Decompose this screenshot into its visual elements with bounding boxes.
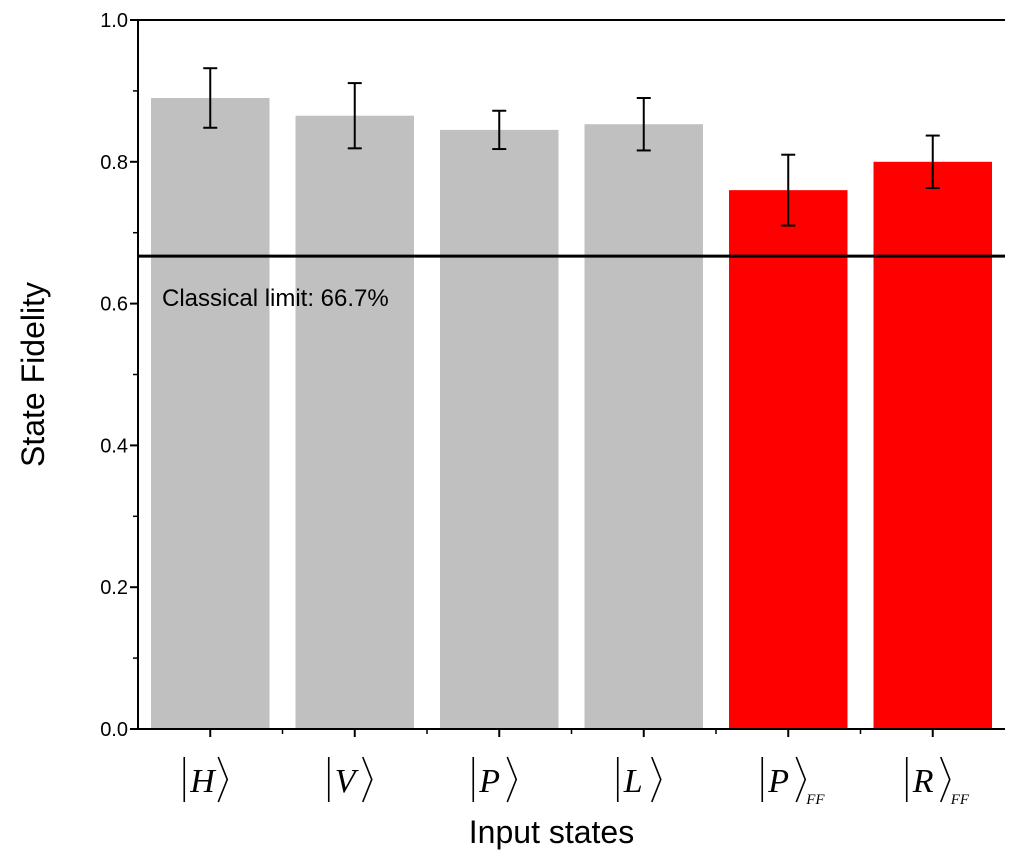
bar-4 bbox=[584, 124, 703, 729]
x-category-label-2: V bbox=[327, 756, 373, 803]
x-category-label-1: H bbox=[183, 756, 229, 803]
y-tick-label: 0.4 bbox=[100, 435, 128, 457]
ket-subscript: FF bbox=[805, 792, 825, 808]
error-bar-2 bbox=[347, 82, 362, 150]
error-bar-6 bbox=[925, 134, 940, 190]
ket-angle bbox=[217, 756, 229, 803]
y-axis-title: State Fidelity bbox=[15, 282, 51, 467]
x-category-label-5: P FF bbox=[761, 756, 825, 808]
y-tick-label: 0.6 bbox=[100, 294, 128, 316]
ket-angle bbox=[362, 756, 373, 803]
error-bar-3 bbox=[492, 109, 507, 151]
ket-letter: L bbox=[623, 763, 643, 800]
error-bars-layer bbox=[203, 67, 940, 227]
ket-angle bbox=[795, 756, 807, 803]
ket-letter: R bbox=[912, 763, 934, 800]
bars-layer bbox=[151, 97, 992, 730]
ket-letter: P bbox=[767, 763, 789, 800]
ket-letter: H bbox=[189, 763, 217, 800]
x-category-label-3: P bbox=[472, 756, 518, 803]
x-category-labels: H V P L P FF R FF bbox=[183, 756, 970, 808]
bar-2 bbox=[295, 115, 414, 730]
x-category-label-6: R FF bbox=[905, 756, 970, 808]
bar-6 bbox=[873, 161, 992, 730]
x-category-label-4: L bbox=[616, 756, 662, 803]
bar-5 bbox=[729, 190, 848, 729]
y-ticks-layer: 0.0 0.2 0.4 0.6 0.8 1.0 bbox=[100, 10, 138, 741]
ket-subscript: FF bbox=[950, 792, 970, 808]
classical-limit-label: Classical limit: 66.7% bbox=[162, 285, 389, 312]
x-axis-title: Input states bbox=[469, 814, 634, 850]
ket-angle bbox=[651, 756, 662, 803]
y-tick-label: 0.8 bbox=[100, 152, 128, 174]
error-bar-5 bbox=[781, 153, 796, 227]
y-tick-label: 0.2 bbox=[100, 577, 128, 599]
error-bar-4 bbox=[636, 96, 651, 152]
error-bar-1 bbox=[203, 67, 218, 129]
y-tick-label: 0.0 bbox=[100, 719, 128, 741]
bar-3 bbox=[440, 129, 559, 729]
ket-letter: V bbox=[335, 763, 360, 800]
y-tick-label: 1.0 bbox=[100, 10, 128, 32]
ket-letter: P bbox=[478, 763, 500, 800]
bar-1 bbox=[151, 97, 270, 730]
ket-angle bbox=[506, 756, 518, 803]
ket-angle bbox=[940, 756, 951, 803]
